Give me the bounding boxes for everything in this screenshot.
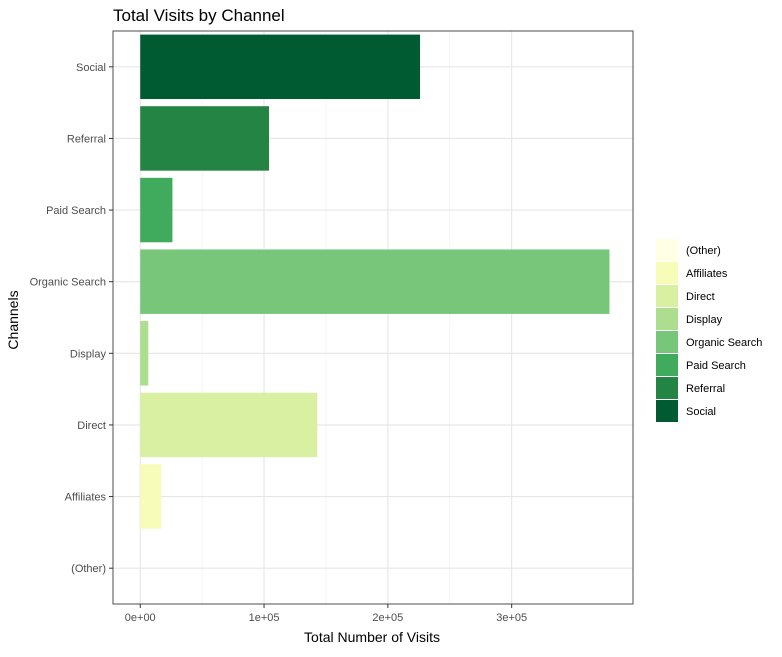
legend: (Other) Affiliates Direct Display Organic Se… xyxy=(656,239,762,422)
legend-label-other: (Other) xyxy=(686,245,721,257)
bar-direct xyxy=(140,392,318,458)
legend-label-direct: Direct xyxy=(686,291,715,303)
legend-label-referral: Referral xyxy=(686,383,725,395)
bar-referral xyxy=(140,106,269,171)
y-tick-label-display: Display xyxy=(70,348,107,360)
bar-paid-search xyxy=(140,177,173,243)
x-tick-label: 2e+05 xyxy=(372,612,403,624)
legend-label-affiliates: Affiliates xyxy=(686,268,728,280)
x-tick-label: 1e+05 xyxy=(249,612,280,624)
legend-label-display: Display xyxy=(686,314,723,326)
legend-key-affiliates xyxy=(656,262,678,284)
y-tick-label-social: Social xyxy=(76,62,106,74)
y-tick-label-direct: Direct xyxy=(77,420,106,432)
legend-key-referral xyxy=(656,377,678,399)
bar-organic-search xyxy=(140,249,610,314)
y-tick-label-affiliates: Affiliates xyxy=(65,492,107,504)
x-axis-title: Total Number of Visits xyxy=(304,629,440,645)
legend-key-other xyxy=(656,239,678,261)
x-tick-label: 3e+05 xyxy=(496,612,527,624)
y-axis: (Other) Affiliates Direct Display Organic Se… xyxy=(30,62,113,575)
chart-title: Total Visits by Channel xyxy=(113,6,285,25)
legend-key-direct xyxy=(656,285,678,307)
legend-key-paid-search xyxy=(656,354,678,376)
y-axis-title: Channels xyxy=(5,290,21,349)
legend-label-paid-search: Paid Search xyxy=(686,360,746,372)
x-tick-label: 0e+00 xyxy=(125,612,156,624)
plot-border xyxy=(112,30,634,605)
y-tick-label-referral: Referral xyxy=(67,133,106,145)
legend-key-display xyxy=(656,308,678,330)
x-axis: 0e+00 1e+05 2e+05 3e+05 xyxy=(125,604,527,624)
y-tick-label-paid-search: Paid Search xyxy=(46,205,106,217)
y-tick-label-organic-search: Organic Search xyxy=(30,277,106,289)
y-tick-label-other: (Other) xyxy=(71,563,106,575)
legend-label-organic-search: Organic Search xyxy=(686,337,762,349)
legend-label-social: Social xyxy=(686,406,716,418)
bar-display xyxy=(140,321,149,386)
legend-key-organic-search xyxy=(656,331,678,353)
bars-group xyxy=(140,34,610,529)
bar-affiliates xyxy=(140,464,162,529)
legend-key-social xyxy=(656,400,678,422)
bar-social xyxy=(140,34,421,100)
